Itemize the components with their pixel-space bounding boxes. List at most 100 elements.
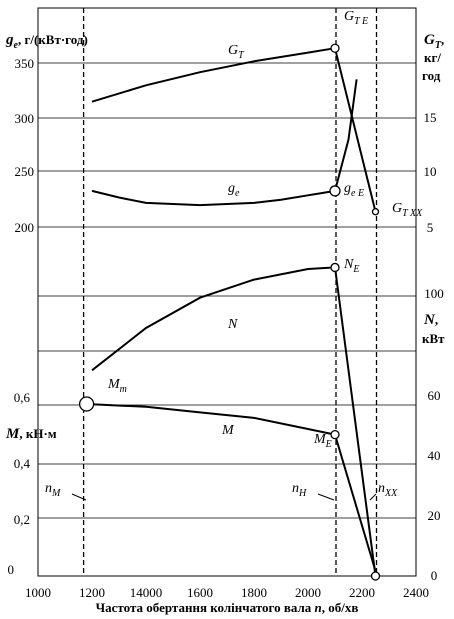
x-tick-3: 1600: [187, 585, 213, 600]
left-lower-tick-0: 0,6: [14, 390, 31, 405]
annotation-geE: ge E: [344, 181, 364, 199]
annotation-Mm-subscript: m: [120, 384, 127, 395]
x-axis-title-var: n: [315, 600, 322, 615]
annotation-ME-symbol: M: [313, 432, 327, 447]
x-tick-6: 2200: [349, 585, 375, 600]
m-axis-symbol: M: [5, 426, 20, 442]
gte-point: [330, 43, 340, 53]
right-upper-axis-unit1: кг/: [424, 50, 441, 65]
annotation-GT-symbol: G: [228, 43, 238, 58]
leader-nm: [71, 493, 87, 501]
series-line-ge: [91, 79, 358, 207]
gee-point: [329, 185, 341, 197]
gt-axis-symbol: G: [424, 32, 435, 48]
annotation-nXX-subscript: XX: [384, 488, 398, 499]
gtxx-point: [371, 208, 380, 216]
key-points: [78, 43, 381, 581]
right-upper-axis-unit2: год: [422, 68, 441, 83]
annotation-ge-symbol: g: [228, 181, 235, 196]
annotation-nH-subscript: H: [298, 488, 307, 499]
annotation-GTXX-symbol: G: [392, 201, 402, 216]
right-lower-axis-unit: кВт: [422, 331, 445, 346]
annotation-Mm: Mm: [107, 377, 127, 395]
series-line-N: [91, 266, 377, 577]
x-tick-1: 1200: [79, 585, 105, 600]
left-lower-tick-1: 0,4: [14, 456, 31, 471]
annotation-GT: GT: [228, 43, 245, 61]
annotation-N: N: [227, 317, 238, 332]
annotation-GTE: GT E: [344, 9, 368, 27]
annotation-nH-symbol: n: [292, 481, 299, 496]
left-upper-tick-0: 350: [15, 56, 35, 71]
annotation-N-symbol: N: [227, 317, 238, 332]
leader-nh: [317, 493, 335, 501]
annotation-nM-symbol: n: [45, 481, 52, 496]
left-lower-tick-3: 0: [8, 562, 15, 577]
m-axis-unit: , кН·м: [19, 426, 56, 441]
x-tick-2: 14000: [130, 585, 163, 600]
annotation-NE-symbol: N: [343, 257, 354, 272]
annotation-nM-subscript: M: [51, 488, 61, 499]
annotation-GTXX-subscript: T XX: [402, 208, 423, 219]
plot-frame: [37, 7, 417, 577]
right-upper-axis-title: GT,: [424, 32, 444, 51]
right-upper-tick-1: 10: [424, 164, 437, 179]
right-lower-axis-title: N,: [423, 312, 438, 328]
annotation-ME-subscript: E: [325, 439, 332, 450]
right-lower-tick-1: 60: [428, 388, 441, 403]
right-lower-tick-3: 20: [428, 508, 441, 523]
right-lower-tick-0: 100: [424, 286, 444, 301]
series-lines: [86, 47, 377, 577]
annotation-geE-subscript: e E: [351, 188, 364, 199]
left-upper-tick-3: 200: [15, 220, 35, 235]
right-upper-tick-0: 15: [424, 110, 437, 125]
nxx-point: [370, 571, 381, 581]
x-axis-title-unit: , об/хв: [322, 600, 359, 615]
annotation-GTXX: GT XX: [392, 201, 423, 219]
n-axis-comma: ,: [435, 312, 438, 327]
annotation-NE-subscript: E: [352, 264, 359, 275]
annotation-nH: nH: [292, 481, 307, 499]
x-tick-5: 2000: [295, 585, 321, 600]
leader-nxx: [369, 493, 377, 501]
left-upper-tick-2: 250: [15, 164, 35, 179]
annotation-ME: ME: [313, 432, 332, 450]
annotation-Mm-symbol: M: [107, 377, 121, 392]
gt-axis-comma: ,: [441, 32, 444, 47]
annotation-GTE-symbol: G: [344, 9, 354, 24]
ge-axis-symbol: g: [5, 32, 14, 48]
right-upper-tick-2: 5: [427, 220, 434, 235]
annotation-geE-symbol: g: [344, 181, 351, 196]
x-tick-4: 1800: [241, 585, 267, 600]
left-upper-tick-1: 300: [15, 111, 35, 126]
annotation-nM: nM: [45, 481, 61, 499]
x-tick-7: 2400: [403, 585, 429, 600]
annotation-M-symbol: M: [221, 423, 235, 438]
right-lower-tick-4: 0: [431, 568, 438, 583]
annotation-GT-subscript: T: [238, 50, 245, 61]
tick-labels: 1000 1200 14000 1600 1800 2000 2200 24003503002…: [8, 56, 444, 600]
annotation-ge-subscript: e: [235, 188, 240, 199]
annotation-nXX-symbol: n: [378, 481, 385, 496]
n-axis-symbol: N: [423, 312, 436, 328]
gt-axis-subscript: T: [435, 40, 442, 51]
annotation-GTE-subscript: T E: [354, 16, 368, 27]
vertical-markers: [82, 8, 378, 576]
ge-axis-unit: , г/(кВт·год): [18, 32, 88, 47]
me-point: [330, 429, 340, 440]
x-axis-title-prefix: Частота обертання колінчатого вала: [96, 600, 312, 615]
annotation-nXX: nXX: [378, 481, 398, 499]
ne-point: [330, 262, 340, 273]
left-upper-axis-title: ge, г/(кВт·год): [5, 32, 88, 51]
annotation-ge: ge: [228, 181, 240, 199]
right-lower-tick-2: 40: [428, 448, 441, 463]
x-tick-0: 1000: [25, 585, 51, 600]
annotation-M: M: [221, 423, 235, 438]
left-lower-tick-2: 0,2: [14, 512, 30, 527]
ge-axis-subscript: e: [14, 40, 19, 51]
annotation-NE: NE: [343, 257, 359, 275]
mm-point: [78, 396, 95, 412]
x-axis-title: Частота обертання колінчатого вала n, об…: [96, 600, 359, 615]
